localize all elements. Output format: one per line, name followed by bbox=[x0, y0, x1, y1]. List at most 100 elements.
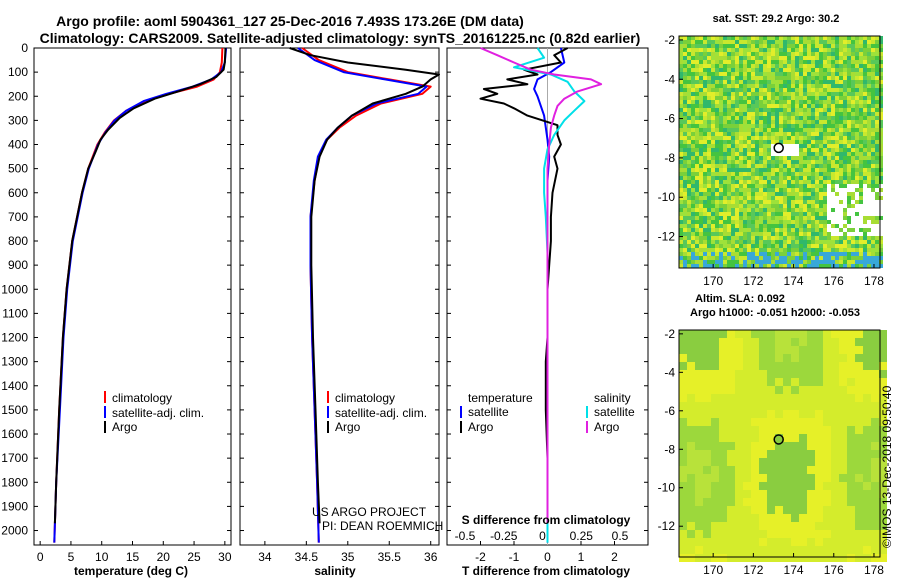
sst-cell bbox=[679, 244, 683, 248]
sst-cell bbox=[819, 56, 823, 60]
depth-tick-label: 100 bbox=[8, 65, 28, 79]
sst-cell bbox=[763, 248, 767, 252]
sst-cell bbox=[783, 40, 787, 44]
sst-cell bbox=[703, 120, 707, 124]
sst-cell bbox=[735, 172, 739, 176]
sla-cell bbox=[799, 514, 807, 522]
sst-cell bbox=[823, 112, 827, 116]
sla-cell bbox=[743, 370, 751, 378]
sst-cell bbox=[775, 244, 779, 248]
sst-cell bbox=[687, 240, 691, 244]
sst-cell bbox=[855, 152, 859, 156]
sst-cell bbox=[727, 236, 731, 240]
sst-cell bbox=[879, 260, 883, 264]
sst-cell bbox=[867, 164, 871, 168]
sst-cell bbox=[743, 248, 747, 252]
sst-cell bbox=[739, 60, 743, 64]
sla-cell bbox=[751, 370, 759, 378]
sst-cell bbox=[719, 168, 723, 172]
sla-cell bbox=[695, 466, 703, 474]
sst-cell bbox=[719, 248, 723, 252]
sla-cell bbox=[791, 482, 799, 490]
sst-cell bbox=[791, 128, 795, 132]
sst-cell bbox=[683, 204, 687, 208]
sst-cell bbox=[879, 124, 883, 128]
title-line-1: Argo profile: aoml 5904361_127 25-Dec-20… bbox=[56, 13, 524, 29]
sla-cell bbox=[815, 434, 823, 442]
sst-cell bbox=[787, 204, 791, 208]
sst-cell bbox=[779, 220, 783, 224]
sst-cell bbox=[867, 100, 871, 104]
sst-cell bbox=[779, 108, 783, 112]
sla-cell bbox=[823, 402, 831, 410]
sst-cell bbox=[779, 256, 783, 260]
sst-cell bbox=[803, 220, 807, 224]
sst-cell bbox=[727, 208, 731, 212]
sst-cell bbox=[863, 236, 867, 240]
sst-cell bbox=[823, 80, 827, 84]
sst-cell bbox=[707, 112, 711, 116]
sst-cell bbox=[799, 152, 803, 156]
sst-cell bbox=[691, 104, 695, 108]
sst-cell bbox=[735, 60, 739, 64]
sst-cell bbox=[859, 256, 863, 260]
sst-cell bbox=[743, 236, 747, 240]
sst-cell bbox=[807, 88, 811, 92]
sst-cell bbox=[871, 228, 875, 232]
sst-cell bbox=[719, 264, 723, 268]
sst-cell bbox=[807, 60, 811, 64]
sst-cell bbox=[855, 64, 859, 68]
sst-cell bbox=[707, 140, 711, 144]
sst-cell bbox=[723, 244, 727, 248]
sst-cell bbox=[839, 128, 843, 132]
sla-cell bbox=[879, 362, 887, 370]
sst-cell bbox=[831, 60, 835, 64]
sla-cell bbox=[879, 338, 887, 346]
sst-cell bbox=[735, 132, 739, 136]
sst-cell bbox=[767, 236, 771, 240]
sst-cell bbox=[815, 128, 819, 132]
sst-cell bbox=[863, 92, 867, 96]
sla-cell bbox=[703, 546, 711, 554]
sst-cell bbox=[787, 228, 791, 232]
sst-cell bbox=[875, 136, 879, 140]
sst-cell bbox=[799, 64, 803, 68]
sst-cell bbox=[699, 204, 703, 208]
sst-cell bbox=[851, 148, 855, 152]
sla-cell bbox=[775, 482, 783, 490]
sla-cell bbox=[703, 514, 711, 522]
sst-cell bbox=[687, 236, 691, 240]
sst-cell bbox=[831, 48, 835, 52]
sst-cell bbox=[759, 152, 763, 156]
sla-cell bbox=[727, 402, 735, 410]
sst-cell bbox=[727, 252, 731, 256]
sst-cell bbox=[779, 196, 783, 200]
sla-cell bbox=[807, 402, 815, 410]
sst-cell bbox=[755, 204, 759, 208]
sst-cell bbox=[715, 128, 719, 132]
sst-cell bbox=[859, 132, 863, 136]
sst-cell bbox=[775, 216, 779, 220]
sla-cell bbox=[735, 410, 743, 418]
sla-cell bbox=[855, 506, 863, 514]
sst-cell bbox=[815, 180, 819, 184]
sla-cell bbox=[863, 426, 871, 434]
sst-cell bbox=[763, 116, 767, 120]
map-y-tick-label: -2 bbox=[664, 327, 675, 341]
sst-cell bbox=[839, 236, 843, 240]
sst-cell bbox=[775, 132, 779, 136]
sst-cell bbox=[835, 248, 839, 252]
sla-cell bbox=[719, 354, 727, 362]
sst-cell bbox=[815, 232, 819, 236]
sst-cell bbox=[799, 236, 803, 240]
sst-cell bbox=[871, 180, 875, 184]
sst-cell bbox=[727, 180, 731, 184]
sst-cell bbox=[707, 124, 711, 128]
sst-cell bbox=[879, 100, 883, 104]
sla-cell bbox=[791, 330, 799, 338]
sla-cell bbox=[847, 546, 855, 554]
sst-cell bbox=[815, 92, 819, 96]
sst-cell bbox=[827, 248, 831, 252]
sla-cell bbox=[815, 426, 823, 434]
sst-cell bbox=[703, 84, 707, 88]
